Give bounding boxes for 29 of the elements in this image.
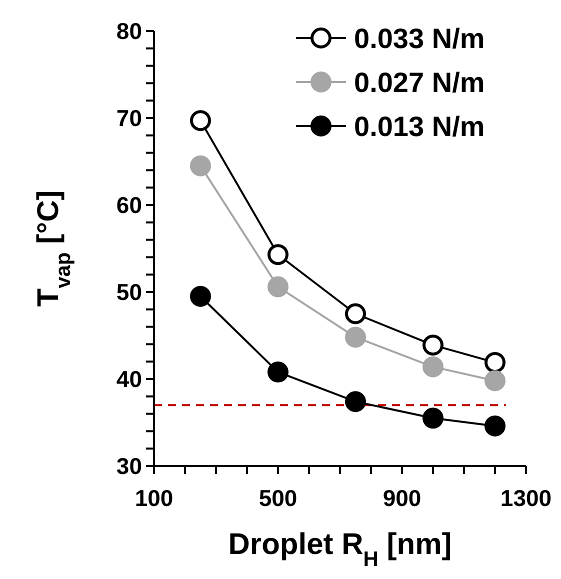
point bbox=[190, 155, 211, 176]
legend-label: 0.033 N/m bbox=[354, 23, 485, 54]
point bbox=[484, 352, 506, 373]
y-tick-label: 70 bbox=[116, 105, 142, 131]
point bbox=[422, 334, 444, 356]
point bbox=[345, 303, 366, 324]
point bbox=[345, 391, 366, 412]
x-tick-label: 500 bbox=[258, 485, 298, 511]
legend-label: 0.027 N/m bbox=[354, 67, 485, 98]
x-tick-label: 1300 bbox=[500, 485, 552, 511]
y-tick-label: 40 bbox=[116, 366, 142, 392]
x-tick-label: 900 bbox=[382, 485, 422, 511]
point bbox=[345, 326, 366, 348]
point bbox=[190, 286, 211, 307]
x-tick-label: 100 bbox=[134, 485, 174, 511]
y-tick-label: 80 bbox=[116, 18, 142, 44]
y-tick-label: 60 bbox=[116, 192, 142, 218]
point bbox=[190, 110, 211, 132]
x-axis-title: Droplet R$_{H}$ [nm] bbox=[228, 528, 452, 570]
point bbox=[268, 244, 288, 266]
point bbox=[484, 415, 506, 436]
point bbox=[268, 276, 288, 298]
y-tick-label: 50 bbox=[116, 279, 142, 305]
point bbox=[484, 370, 506, 392]
legend-label: 0.013 N/m bbox=[354, 111, 485, 142]
point bbox=[422, 408, 444, 429]
y-tick-label: 30 bbox=[116, 453, 142, 479]
point bbox=[268, 362, 288, 383]
point bbox=[422, 356, 444, 378]
